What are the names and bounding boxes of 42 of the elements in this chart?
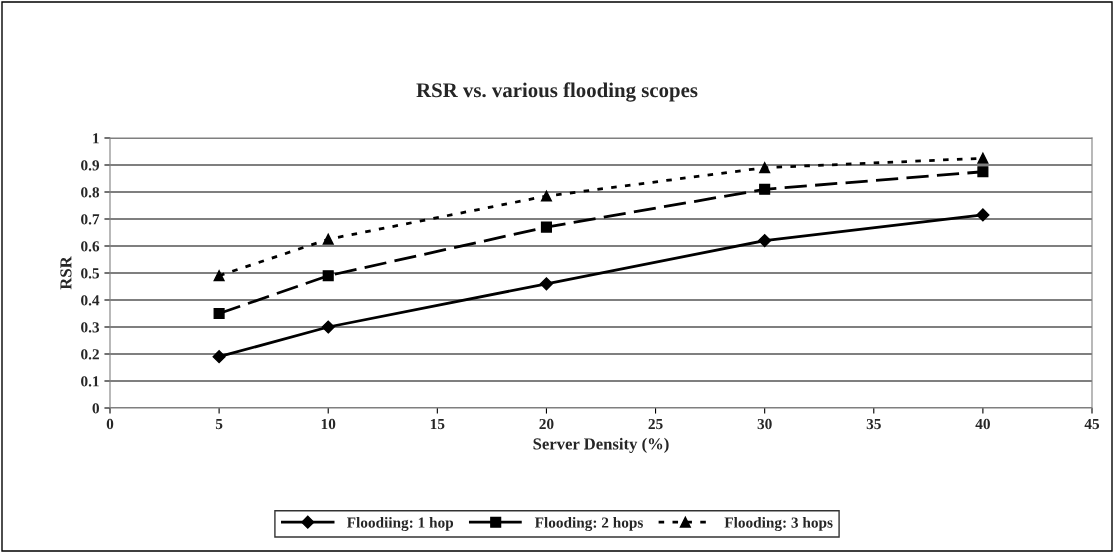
legend-label: Flooding: 3 hops: [724, 516, 833, 531]
point: [213, 270, 225, 282]
point: [758, 234, 772, 248]
y-tick-label: 0: [92, 403, 99, 414]
y-tick-label: 0.1: [81, 376, 99, 387]
x-tick-label: 35: [866, 418, 881, 430]
point: [977, 166, 989, 178]
y-tick-label: 0.8: [81, 187, 100, 198]
y-tick-label: 0.2: [81, 349, 99, 360]
point: [212, 350, 226, 364]
point: [322, 270, 334, 282]
point: [759, 162, 771, 174]
chart-title: RSR vs. various flooding scopes: [416, 82, 698, 102]
x-tick-label: 25: [648, 418, 663, 430]
point: [539, 277, 554, 291]
point: [213, 307, 225, 320]
point: [977, 152, 989, 164]
y-tick-label: 0.4: [81, 295, 100, 306]
x-tick-label: 45: [1084, 418, 1100, 430]
point: [322, 233, 334, 245]
x-tick-label: 0: [106, 418, 114, 430]
point: [759, 183, 771, 195]
point: [540, 190, 553, 202]
x-axis-title: Server Density (%): [533, 437, 669, 453]
y-tick-label: 1: [93, 133, 99, 144]
x-tick-label: 30: [757, 418, 772, 430]
x-tick-label: 15: [430, 418, 445, 430]
legend-label: Floodiing: 1 hop: [346, 516, 454, 531]
y-tick-label: 0.3: [81, 322, 100, 333]
point: [321, 320, 335, 334]
legend-label: Flooding: 2 hops: [534, 516, 643, 531]
point: [976, 208, 990, 222]
x-tick-label: 40: [975, 418, 990, 430]
x-tick-label: 5: [215, 419, 223, 430]
y-axis-title: RSR: [60, 256, 72, 290]
y-tick-label: 0.5: [81, 268, 100, 279]
y-tick-label: 0.9: [81, 160, 100, 171]
point: [540, 221, 553, 233]
y-tick-label: 0.6: [81, 241, 100, 252]
x-tick-label: 10: [321, 418, 336, 430]
y-tick-label: 0.7: [81, 214, 100, 225]
x-tick-label: 20: [539, 418, 554, 430]
